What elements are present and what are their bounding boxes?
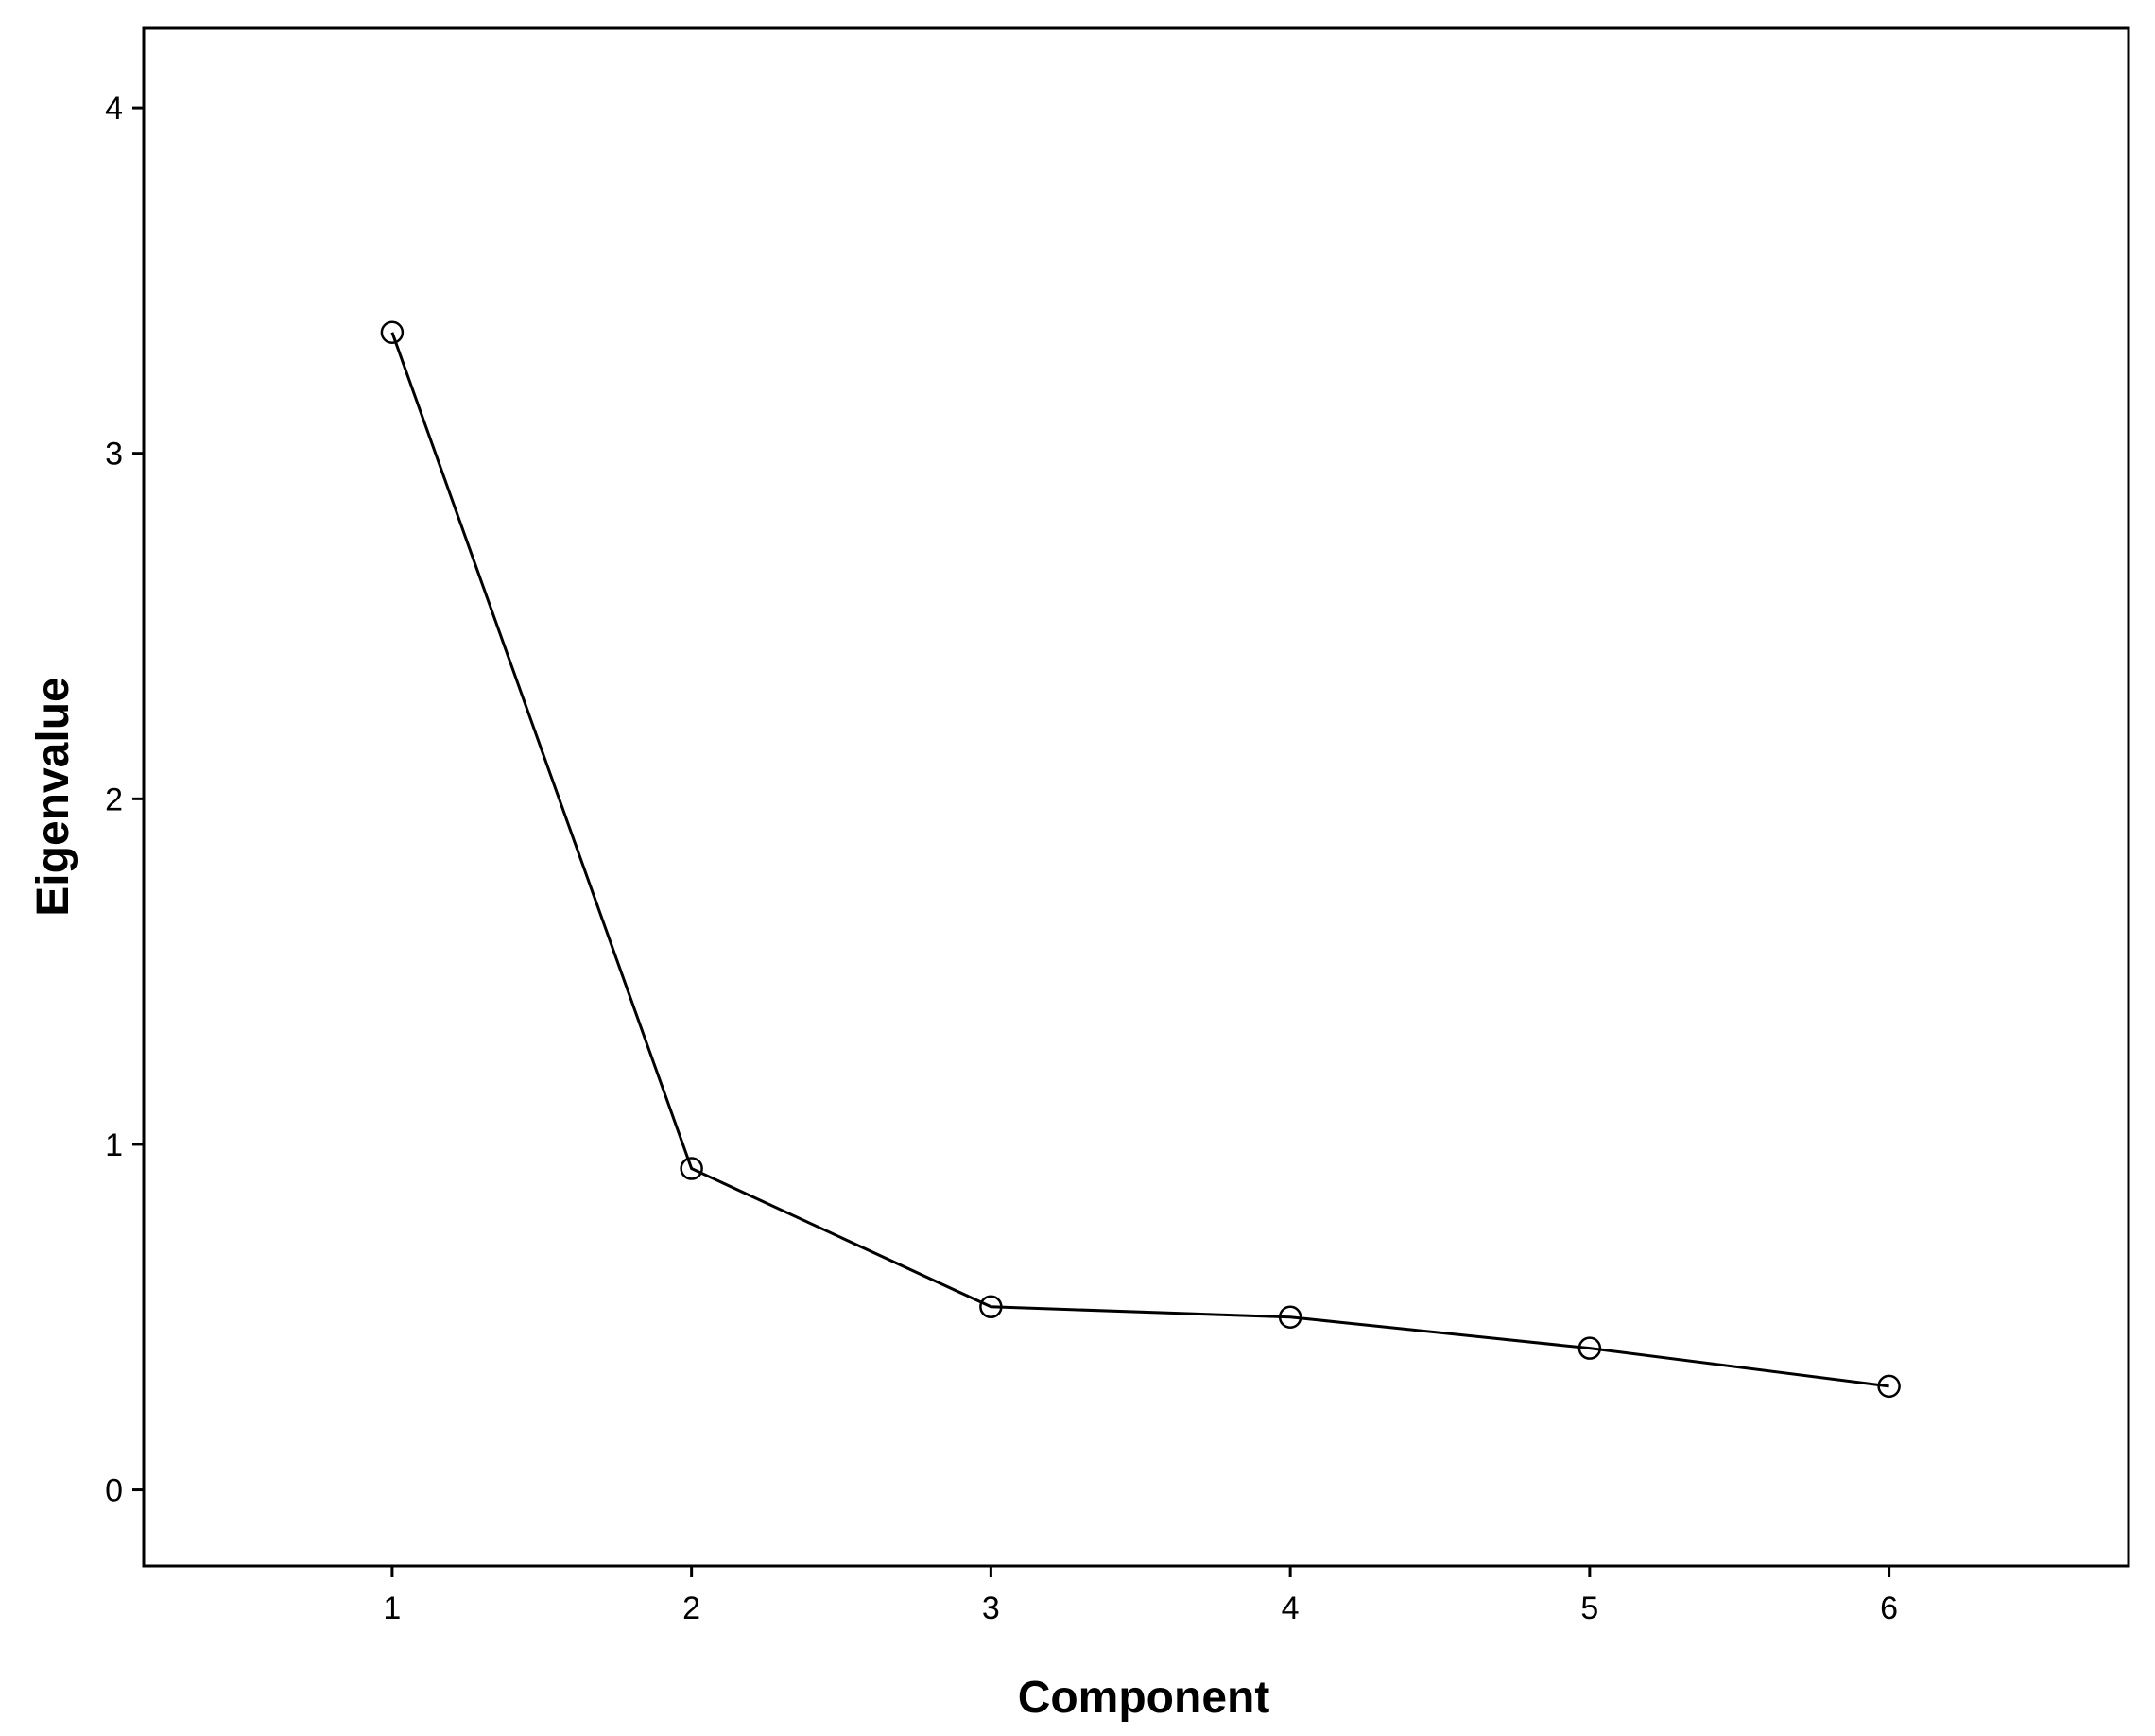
plot-frame (142, 26, 2130, 1568)
y-axis-title: Eigenvalue (28, 677, 78, 916)
x-tick-label: 2 (682, 1590, 700, 1626)
data-point-component-4 (1278, 1305, 1302, 1330)
x-axis-ticks: 1 2 3 4 5 6 (383, 1566, 1898, 1626)
y-tick-label: 0 (105, 1473, 123, 1509)
y-tick-label: 1 (105, 1127, 123, 1163)
x-tick-label: 6 (1880, 1590, 1898, 1626)
y-tick-label: 3 (105, 437, 123, 473)
data-point-component-5 (1577, 1336, 1602, 1360)
series-line (390, 332, 1889, 1388)
data-point-component-3 (979, 1295, 1003, 1319)
y-axis-ticks: 0 1 2 3 4 (105, 91, 144, 1509)
y-tick-label: 4 (105, 91, 123, 127)
series-layer (380, 320, 1901, 1399)
y-tick-label: 2 (105, 782, 123, 817)
x-tick-label: 5 (1580, 1590, 1598, 1626)
x-tick-label: 4 (1282, 1590, 1300, 1626)
data-point-component-1 (380, 320, 405, 344)
x-tick-label: 1 (383, 1590, 401, 1626)
x-tick-label: 3 (982, 1590, 1000, 1626)
x-axis-title: Component (1018, 1673, 1270, 1723)
data-point-component-2 (680, 1157, 703, 1180)
data-point-component-6 (1877, 1374, 1901, 1399)
